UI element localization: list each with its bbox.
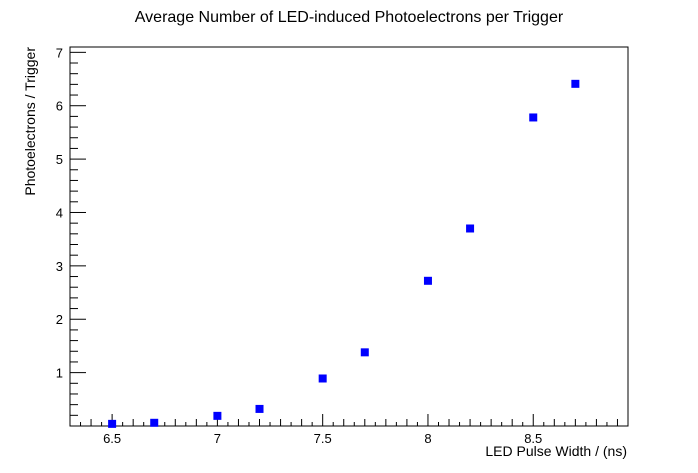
y-tick-label: 3	[56, 259, 63, 274]
data-points	[108, 79, 580, 428]
y-tick-label: 6	[56, 99, 63, 114]
y-tick-label: 7	[56, 45, 63, 60]
x-tick-label: 7.5	[314, 431, 332, 446]
x-tick-label: 7	[214, 431, 221, 446]
chart-title: Average Number of LED-induced Photoelect…	[135, 9, 564, 26]
x-tick-label: 8.5	[524, 431, 542, 446]
data-point	[529, 113, 538, 122]
plot-frame	[69, 46, 629, 427]
data-point	[213, 411, 222, 420]
x-tick-label: 6.5	[103, 431, 121, 446]
data-point	[466, 224, 475, 233]
data-point	[360, 348, 369, 357]
y-tick-label: 1	[56, 366, 63, 381]
y-tick-label: 2	[56, 312, 63, 327]
y-tick-label: 5	[56, 152, 63, 167]
y-tick-label: 4	[56, 205, 63, 220]
data-point	[571, 79, 580, 88]
data-point	[150, 418, 159, 427]
data-point	[255, 404, 264, 413]
y-axis-label: Photoelectrons / Trigger	[22, 47, 38, 196]
x-tick-label: 8	[424, 431, 431, 446]
data-point	[423, 276, 432, 285]
x-axis: 6.5 7 7.5 8 8.5	[69, 414, 629, 446]
data-point	[318, 374, 327, 383]
data-point	[108, 419, 117, 428]
y-axis: 1 2 3 4 5 6 7	[56, 45, 86, 416]
x-axis-label: LED Pulse Width / (ns)	[485, 443, 627, 459]
